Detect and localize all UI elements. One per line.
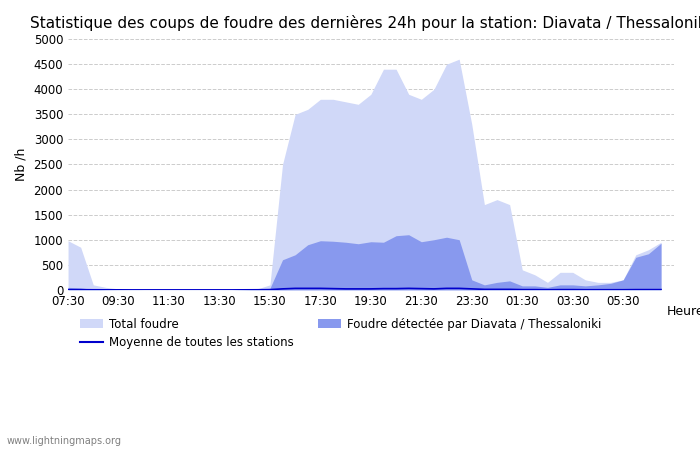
Text: www.lightningmaps.org: www.lightningmaps.org xyxy=(7,436,122,446)
X-axis label: Heure: Heure xyxy=(667,305,700,318)
Y-axis label: Nb /h: Nb /h xyxy=(15,148,28,181)
Title: Statistique des coups de foudre des dernières 24h pour la station: Diavata / The: Statistique des coups de foudre des dern… xyxy=(30,15,700,31)
Legend: Total foudre, Moyenne de toutes les stations, Foudre détectée par Diavata / Thes: Total foudre, Moyenne de toutes les stat… xyxy=(75,313,606,354)
